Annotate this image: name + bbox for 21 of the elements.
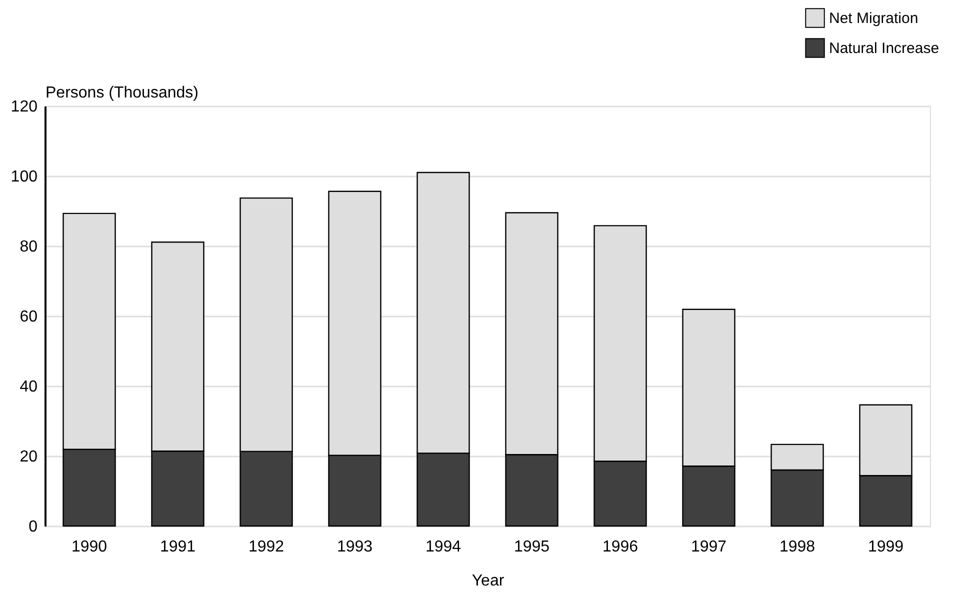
y-tick-label: 40 (20, 378, 38, 396)
y-tick-label: 100 (10, 168, 38, 186)
x-tick-label: 1997 (690, 538, 727, 556)
x-tick-label: 1992 (248, 538, 284, 556)
x-tick-label: 1996 (602, 538, 638, 556)
y-tick-label: 20 (20, 448, 38, 466)
y-axis-title: Persons (Thousands) (46, 84, 198, 102)
x-tick-label: 1990 (71, 538, 108, 556)
y-tick-label: 0 (28, 518, 38, 536)
x-tick-label: 1994 (425, 538, 462, 556)
legend-label: Natural Increase (829, 40, 940, 57)
legend-label: Net Migration (829, 10, 918, 27)
x-tick-label: 1993 (336, 538, 373, 556)
x-tick-label: 1998 (779, 538, 816, 556)
y-tick-label: 120 (10, 98, 38, 116)
x-tick-label: 1991 (160, 538, 196, 556)
x-tick-label: 1995 (514, 538, 550, 556)
y-tick-label: 60 (20, 308, 38, 326)
x-tick-label: 1999 (868, 538, 904, 556)
x-axis-title: Year (472, 572, 505, 590)
y-tick-label: 80 (20, 238, 38, 256)
